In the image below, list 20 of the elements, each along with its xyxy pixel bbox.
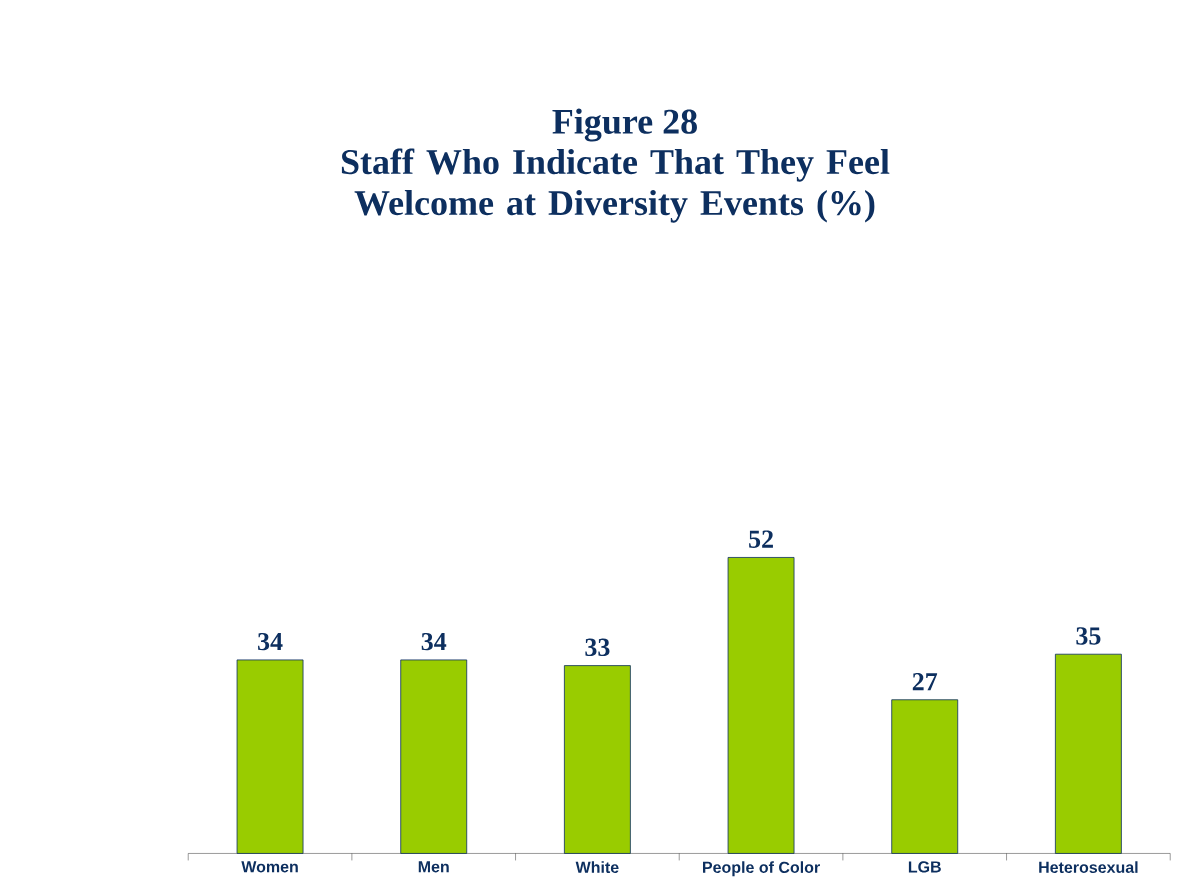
data-label: 27	[912, 673, 938, 691]
x-tick-label: Men	[418, 861, 449, 873]
bar	[727, 557, 795, 854]
bar	[891, 699, 959, 854]
x-tick-label: Women	[241, 861, 298, 873]
bar	[400, 659, 468, 854]
data-label: 34	[258, 632, 283, 651]
chart-subtitle: Staff Who Indicate That They Feel Welcome at Diversity Events (%)	[341, 148, 890, 223]
x-tick-label: People of Color	[703, 861, 820, 877]
data-label: 52	[749, 530, 773, 548]
x-tick-label: Heterosexual	[1039, 861, 1138, 873]
bar	[563, 665, 631, 854]
data-label: 34	[421, 632, 447, 651]
bar	[236, 659, 304, 854]
data-label: 35	[1076, 627, 1101, 645]
x-tick-label: LGB	[908, 861, 941, 873]
data-label: 33	[585, 638, 610, 657]
x-tick-label: White	[575, 861, 619, 873]
bar	[1054, 653, 1122, 854]
chart-title: Figure 28	[552, 108, 697, 142]
